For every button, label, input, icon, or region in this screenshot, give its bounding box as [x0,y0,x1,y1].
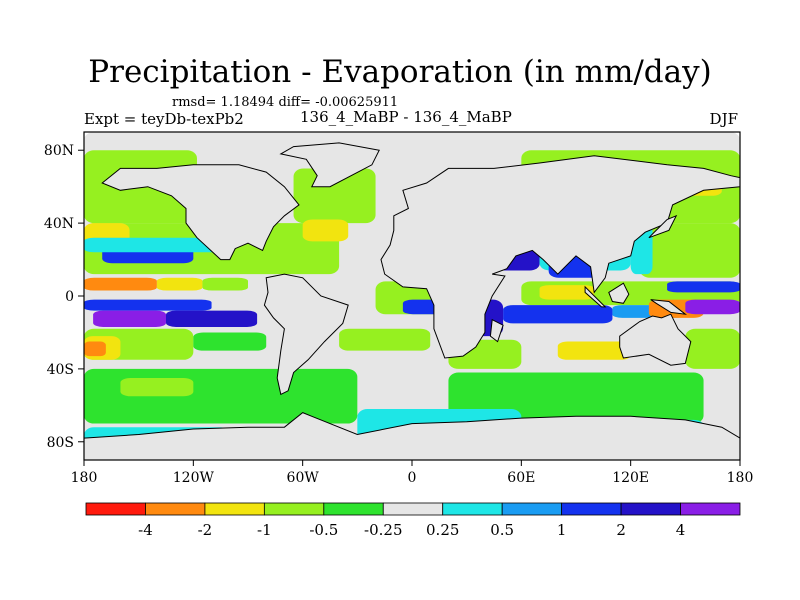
x-tick-label: 120E [612,470,649,486]
coastline-sumatra [584,285,607,308]
colorbar-label: 1 [557,521,567,539]
coastline-afro-eurasia [380,155,740,359]
colorbar-label: -1 [257,521,272,539]
field-region [93,310,166,327]
field-region [339,328,431,351]
x-tick-label: 180 [71,470,98,486]
colorbar-label: -2 [198,521,213,539]
colorbar-swatch [85,502,146,516]
field-region [84,277,157,291]
colorbar-swatch [263,502,325,516]
colorbar-swatch [204,502,265,516]
comparison-label: 136_4_MaBP - 136_4_MaBP [300,108,512,126]
field-region [503,305,613,324]
colorbar-swatch [680,502,741,516]
field-region [166,310,258,327]
x-tick-label: 0 [408,470,417,486]
field-region [120,378,194,397]
experiment-label: Expt = teyDb-texPb2 [84,110,244,128]
colorbar-swatch [620,502,681,516]
x-tick-label: 180 [727,470,754,486]
coastline-madagascar [489,318,504,343]
field-region [557,341,631,360]
map-axes: 180 120W 60W 0 60E 120E 180 80N 40N 0 40S 80S [44,143,753,486]
coastline-antarctica [84,412,740,460]
y-tick-label: 80S [47,435,74,451]
colorbar-label: -0.5 [309,521,338,539]
y-tick-label: 40N [44,216,74,232]
coastline-new-guinea [650,299,688,315]
chart-title: Precipitation - Evaporation (in mm/day) [88,54,712,90]
season-label: DJF [709,110,738,128]
colorbar-swatch [382,502,444,516]
colorbar-label: 4 [676,521,686,539]
field-region [639,223,740,278]
y-tick-label: 0 [65,289,74,305]
colorbar-swatch [323,502,384,516]
stats-line: rmsd= 1.18494 diff= -0.00625911 [172,95,399,110]
coastline-japan [648,214,678,239]
field-region [685,299,740,315]
field-region [685,328,740,369]
y-tick-label: 40S [47,362,74,378]
coastline-south-america [263,273,349,396]
x-tick-label: 60E [507,470,535,486]
coastline-north-america [101,164,300,261]
colorbar-label: 0.25 [426,521,459,539]
field-region [84,341,106,357]
x-tick-label: 60W [287,470,320,486]
field-region [193,332,267,351]
coastline-borneo [608,282,630,304]
coastlines [84,142,740,460]
coastline-greenland [279,142,380,188]
colorbar: -4 -2 -1 -0.5 -0.25 0.25 0.5 1 2 4 [85,502,741,539]
colorbar-swatch [561,502,622,516]
colorbar-swatch [501,502,563,516]
colorbar-label: -4 [138,521,153,539]
field-region [667,281,740,293]
field-region [539,285,595,300]
field-region [156,277,203,291]
field-region [84,299,212,311]
colorbar-label: 2 [616,521,626,539]
field-region [302,219,349,242]
y-tick-label: 80N [44,143,74,159]
colorbar-label: -0.25 [364,521,402,539]
coastline-australia [619,313,692,366]
x-tick-label: 120W [173,470,215,486]
field-region [202,277,248,291]
colorbar-swatch [442,502,503,516]
colorbar-swatch [145,502,206,516]
field-region [84,368,358,424]
field-region [84,237,230,253]
colorbar-label: 0.5 [490,521,514,539]
